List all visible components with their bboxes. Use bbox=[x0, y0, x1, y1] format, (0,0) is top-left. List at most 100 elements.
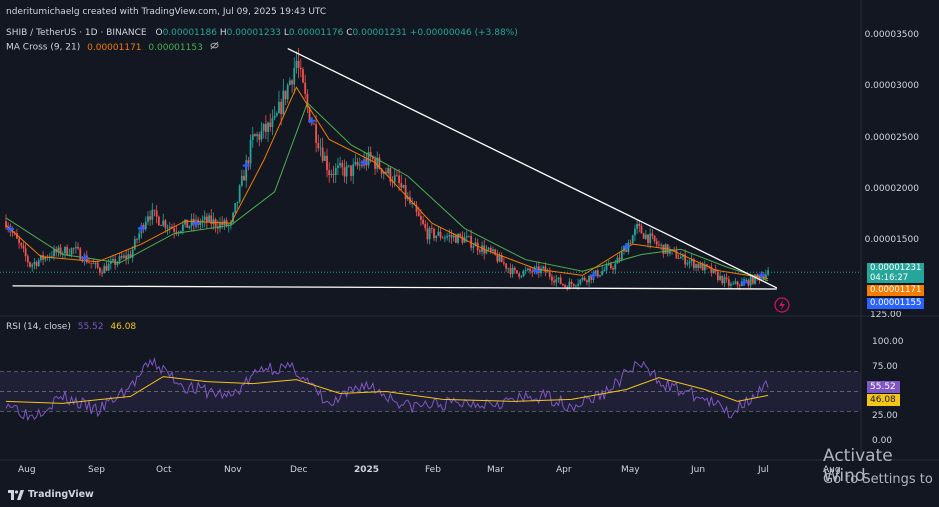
candle-body bbox=[662, 244, 665, 254]
ma-cross-marker bbox=[758, 271, 766, 279]
candle-body bbox=[402, 185, 405, 188]
candle-body bbox=[719, 275, 721, 280]
candle-body bbox=[374, 159, 376, 169]
ma-cross-marker bbox=[740, 278, 748, 286]
candle-body bbox=[387, 168, 390, 174]
candle-body bbox=[24, 248, 27, 257]
candle-body bbox=[251, 134, 254, 140]
price-tick: 0.00003500 bbox=[864, 30, 919, 40]
eye-slash-icon[interactable] bbox=[210, 41, 219, 53]
time-label: Mar bbox=[487, 465, 504, 475]
candle-body bbox=[380, 168, 383, 174]
candle-body bbox=[149, 216, 152, 220]
candle-body bbox=[581, 277, 584, 280]
last-price-text: 0.00001231 bbox=[870, 263, 922, 273]
candle-body bbox=[459, 233, 462, 237]
candle-body bbox=[634, 228, 636, 236]
candle-body bbox=[44, 256, 47, 260]
candle-body bbox=[306, 93, 309, 108]
candle-body bbox=[727, 279, 730, 286]
candle-body bbox=[168, 226, 171, 228]
ma-slow-line bbox=[5, 102, 769, 282]
candle-body bbox=[428, 228, 431, 240]
candle-body bbox=[668, 249, 671, 254]
candle-body bbox=[472, 246, 475, 248]
candle-body bbox=[280, 101, 283, 115]
time-label: Feb bbox=[425, 465, 441, 475]
candle-body bbox=[417, 211, 420, 217]
candle-body bbox=[11, 231, 14, 233]
candle-body bbox=[437, 231, 440, 236]
candle-body bbox=[16, 233, 18, 239]
candle-body bbox=[551, 276, 553, 281]
price-pane[interactable] bbox=[0, 47, 861, 292]
candle-body bbox=[749, 276, 752, 286]
candle-body bbox=[201, 219, 204, 223]
ma-fast-value: 0.00001171 bbox=[87, 42, 142, 53]
candle-body bbox=[378, 157, 381, 169]
candle-body bbox=[395, 175, 398, 177]
ma-cross-marker bbox=[533, 267, 541, 275]
candle-body bbox=[317, 142, 320, 149]
candle-body bbox=[127, 254, 130, 259]
candle-body bbox=[313, 123, 315, 125]
candle-body bbox=[400, 183, 403, 188]
lightning-icon[interactable] bbox=[774, 297, 790, 313]
ma-cross-marker bbox=[360, 159, 368, 167]
candle-body bbox=[153, 209, 156, 211]
ohlc-change: +0.00000046 (+3.88%) bbox=[409, 28, 518, 38]
candle-body bbox=[614, 263, 617, 270]
rsi-tick: 25.00 bbox=[872, 411, 898, 421]
candle-body bbox=[561, 283, 564, 286]
candle-body bbox=[347, 165, 350, 167]
candle-body bbox=[212, 219, 215, 225]
candle-body bbox=[441, 237, 444, 239]
ma-legend[interactable]: MA Cross (9, 21) 0.00001171 0.00001153 bbox=[6, 41, 219, 53]
candle-body bbox=[162, 220, 165, 226]
candle-body bbox=[686, 263, 689, 265]
rsi-ma-line bbox=[5, 376, 769, 404]
rsi-legend[interactable]: RSI (14, close) 55.52 46.08 bbox=[6, 322, 136, 332]
candle-body bbox=[644, 234, 647, 239]
candle-body bbox=[596, 270, 599, 277]
candle-body bbox=[142, 225, 145, 230]
candle-body bbox=[57, 247, 60, 253]
candle-body bbox=[260, 130, 263, 140]
candle-body bbox=[420, 216, 422, 220]
candle-body bbox=[308, 107, 311, 123]
tradingview-logo[interactable]: TradingView bbox=[8, 489, 94, 500]
rsi-pane[interactable] bbox=[0, 356, 861, 422]
tradingview-logo-icon bbox=[8, 489, 24, 500]
candle-body bbox=[232, 212, 235, 223]
candle-body bbox=[291, 80, 293, 85]
candle-body bbox=[658, 244, 660, 246]
candle-body bbox=[33, 262, 36, 265]
candle-body bbox=[118, 256, 121, 263]
candle-body bbox=[448, 235, 451, 237]
activation-watermark-subtitle: Go to Settings to bbox=[823, 472, 933, 487]
ma-label: MA Cross (9, 21) bbox=[6, 42, 81, 53]
candle-body bbox=[640, 226, 643, 234]
candle-body bbox=[264, 123, 267, 132]
candle-body bbox=[179, 231, 182, 233]
candle-body bbox=[267, 122, 269, 132]
candle-body bbox=[219, 222, 221, 229]
symbol-name[interactable]: SHIB / TetherUS · 1D · BINANCE bbox=[6, 28, 147, 38]
candle-body bbox=[245, 160, 248, 181]
candle-body bbox=[330, 173, 333, 176]
candle-body bbox=[575, 285, 577, 287]
candle-body bbox=[234, 203, 237, 213]
ohlc-open: 0.00001186 bbox=[162, 28, 217, 38]
candle-body bbox=[411, 203, 414, 204]
candle-body bbox=[642, 233, 645, 239]
candle-body bbox=[712, 269, 715, 274]
rsi-ma-value: 46.08 bbox=[110, 322, 137, 332]
candle-body bbox=[337, 165, 339, 168]
ma-fast-badge: 0.00001171 bbox=[867, 285, 924, 296]
candle-body bbox=[133, 239, 136, 250]
candle-body bbox=[284, 90, 287, 100]
time-label: Jun bbox=[691, 465, 706, 475]
candle-body bbox=[40, 255, 42, 261]
candle-body bbox=[446, 236, 449, 238]
